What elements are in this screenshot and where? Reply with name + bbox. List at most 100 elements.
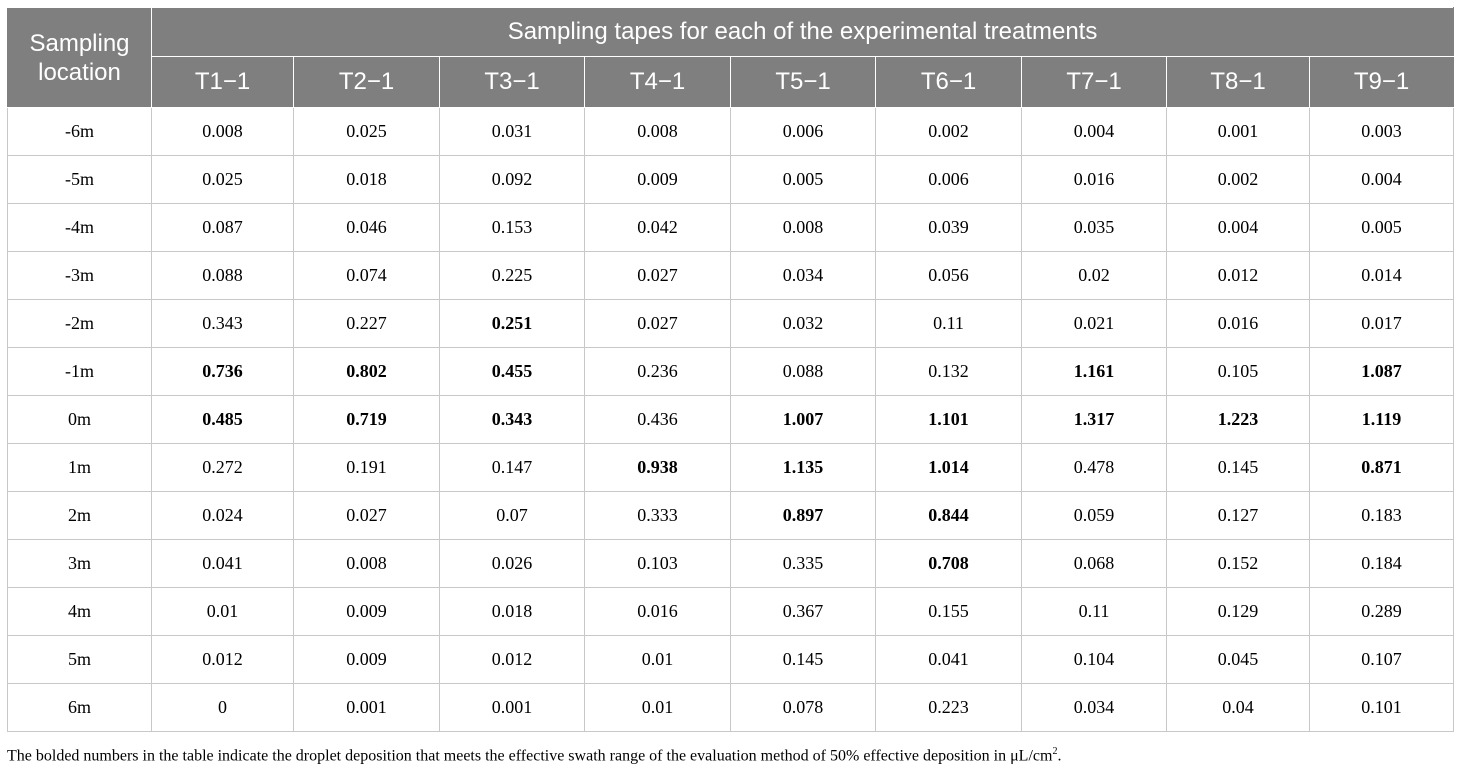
value-cell: 0.092 bbox=[439, 155, 585, 204]
value-cell: 0.335 bbox=[730, 539, 876, 588]
table-row: -5m 0.025 0.018 0.092 0.009 0.005 0.006 0.016 0.… bbox=[7, 155, 1455, 204]
value-cell: 0.708 bbox=[875, 539, 1022, 588]
row-location-cell: 5m bbox=[7, 635, 152, 684]
value-cell: 0.485 bbox=[151, 395, 294, 444]
value-cell: 0.002 bbox=[875, 107, 1022, 156]
value-cell: 0.289 bbox=[1308, 587, 1455, 636]
value-cell: 0.191 bbox=[293, 443, 440, 492]
row-location-cell: -5m bbox=[7, 155, 152, 204]
value-cell: 0.039 bbox=[875, 203, 1022, 252]
value-cell: 0.074 bbox=[293, 251, 440, 300]
footnote-suffix: . bbox=[1057, 747, 1062, 765]
value-cell: 0.016 bbox=[1021, 155, 1167, 204]
value-cell: 0.155 bbox=[875, 587, 1022, 636]
value-cell: 0.045 bbox=[1166, 635, 1310, 684]
row-location-cell: -6m bbox=[7, 107, 152, 156]
value-cell: 0.004 bbox=[1308, 155, 1455, 204]
value-cell: 0.223 bbox=[875, 683, 1022, 732]
value-cell: 0.004 bbox=[1021, 107, 1167, 156]
value-cell: 0.227 bbox=[293, 299, 440, 348]
table-row: 1m 0.272 0.191 0.147 0.938 1.135 1.014 0.478 0.1… bbox=[7, 443, 1455, 492]
value-cell: 0.455 bbox=[439, 347, 585, 396]
value-cell: 0.132 bbox=[875, 347, 1022, 396]
value-cell: 0.056 bbox=[875, 251, 1022, 300]
column-header: T9−1 bbox=[1308, 56, 1455, 108]
value-cell: 0.078 bbox=[730, 683, 876, 732]
value-cell: 0.236 bbox=[584, 347, 731, 396]
value-cell: 0.025 bbox=[151, 155, 294, 204]
value-cell: 0.041 bbox=[875, 635, 1022, 684]
table-row: 0m 0.485 0.719 0.343 0.436 1.007 1.101 1.317 1.2… bbox=[7, 395, 1455, 444]
value-cell: 0.046 bbox=[293, 203, 440, 252]
table-row: -2m 0.343 0.227 0.251 0.027 0.032 0.11 0.021 0.0… bbox=[7, 299, 1455, 348]
value-cell: 0.104 bbox=[1021, 635, 1167, 684]
value-cell: 0.183 bbox=[1308, 491, 1455, 540]
column-header: T1−1 bbox=[151, 56, 294, 108]
value-cell: 0.008 bbox=[730, 203, 876, 252]
row-location-cell: -3m bbox=[7, 251, 152, 300]
value-cell: 0.145 bbox=[730, 635, 876, 684]
value-cell: 0.018 bbox=[439, 587, 585, 636]
value-cell: 0.107 bbox=[1308, 635, 1455, 684]
value-cell: 0.003 bbox=[1308, 107, 1455, 156]
value-cell: 0.041 bbox=[151, 539, 294, 588]
value-cell: 0.042 bbox=[584, 203, 731, 252]
table-footnote: The bolded numbers in the table indicate… bbox=[7, 746, 1453, 765]
value-cell: 1.223 bbox=[1166, 395, 1310, 444]
value-cell: 0.01 bbox=[151, 587, 294, 636]
value-cell: 0.343 bbox=[439, 395, 585, 444]
row-location-cell: -4m bbox=[7, 203, 152, 252]
footnote-superscript: 2 bbox=[1052, 746, 1058, 757]
value-cell: 0.068 bbox=[1021, 539, 1167, 588]
value-cell: 0.844 bbox=[875, 491, 1022, 540]
value-cell: 0.088 bbox=[151, 251, 294, 300]
table-row: 2m 0.024 0.027 0.07 0.333 0.897 0.844 0.059 0.12… bbox=[7, 491, 1455, 540]
value-cell: 0.016 bbox=[1166, 299, 1310, 348]
value-cell: 0.02 bbox=[1021, 251, 1167, 300]
row-location-cell: 3m bbox=[7, 539, 152, 588]
value-cell: 0.017 bbox=[1308, 299, 1455, 348]
value-cell: 0.059 bbox=[1021, 491, 1167, 540]
table-row: 5m 0.012 0.009 0.012 0.01 0.145 0.041 0.104 0.04… bbox=[7, 635, 1455, 684]
table-container: Sampling location Sampling tapes for eac… bbox=[7, 7, 1455, 732]
value-cell: 0.008 bbox=[293, 539, 440, 588]
value-cell: 1.087 bbox=[1308, 347, 1455, 396]
value-cell: 0.184 bbox=[1308, 539, 1455, 588]
value-cell: 0.478 bbox=[1021, 443, 1167, 492]
value-cell: 0.012 bbox=[151, 635, 294, 684]
value-cell: 0.031 bbox=[439, 107, 585, 156]
row-location-cell: 0m bbox=[7, 395, 152, 444]
value-cell: 0.012 bbox=[1166, 251, 1310, 300]
value-cell: 0.018 bbox=[293, 155, 440, 204]
row-location-cell: 1m bbox=[7, 443, 152, 492]
value-cell: 0.719 bbox=[293, 395, 440, 444]
value-cell: 0.11 bbox=[1021, 587, 1167, 636]
value-cell: 0.147 bbox=[439, 443, 585, 492]
column-header: T6−1 bbox=[875, 56, 1022, 108]
value-cell: 1.161 bbox=[1021, 347, 1167, 396]
value-cell: 0.034 bbox=[730, 251, 876, 300]
value-cell: 0.021 bbox=[1021, 299, 1167, 348]
value-cell: 0.009 bbox=[584, 155, 731, 204]
value-cell: 0.001 bbox=[1166, 107, 1310, 156]
value-cell: 0.802 bbox=[293, 347, 440, 396]
value-cell: 0.012 bbox=[439, 635, 585, 684]
table-row: 4m 0.01 0.009 0.018 0.016 0.367 0.155 0.11 0.129… bbox=[7, 587, 1455, 636]
value-cell: 0.024 bbox=[151, 491, 294, 540]
footnote-text: The bolded numbers in the table indicate… bbox=[7, 747, 1053, 765]
row-location-cell: -1m bbox=[7, 347, 152, 396]
value-cell: 0 bbox=[151, 683, 294, 732]
value-cell: 0.026 bbox=[439, 539, 585, 588]
value-cell: 0.01 bbox=[584, 635, 731, 684]
row-location-cell: -2m bbox=[7, 299, 152, 348]
value-cell: 0.027 bbox=[584, 299, 731, 348]
value-cell: 0.009 bbox=[293, 635, 440, 684]
value-cell: 0.225 bbox=[439, 251, 585, 300]
value-cell: 0.005 bbox=[730, 155, 876, 204]
value-cell: 0.087 bbox=[151, 203, 294, 252]
value-cell: 1.317 bbox=[1021, 395, 1167, 444]
value-cell: 0.006 bbox=[875, 155, 1022, 204]
value-cell: 1.101 bbox=[875, 395, 1022, 444]
column-header: T3−1 bbox=[439, 56, 585, 108]
value-cell: 0.367 bbox=[730, 587, 876, 636]
